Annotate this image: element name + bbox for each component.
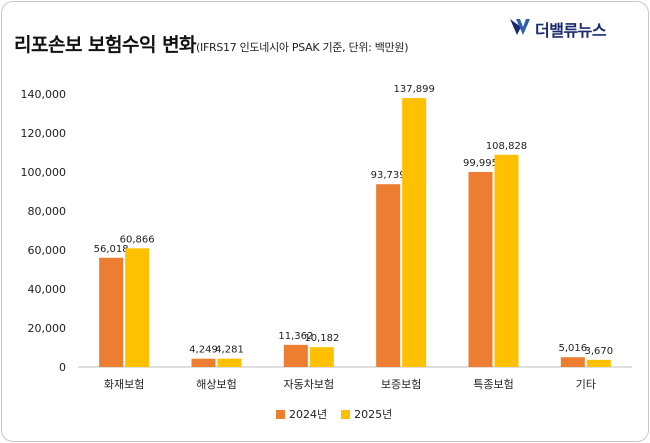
chart-title: 리포손보 보험수익 변화(IFRS17 인도네시아 PSAK 기준, 단위: 백… bbox=[14, 30, 409, 57]
y-tick-label: 20,000 bbox=[28, 322, 67, 335]
legend-label-2025: 2025년 bbox=[354, 408, 393, 421]
y-tick-label: 0 bbox=[59, 361, 66, 374]
data-label: 10,182 bbox=[304, 333, 339, 344]
legend-swatch-2024 bbox=[276, 409, 285, 419]
legend-label-2024: 2024년 bbox=[289, 408, 328, 421]
bar bbox=[309, 347, 334, 367]
data-label: 99,995 bbox=[463, 158, 498, 169]
x-tick-label: 해상보험 bbox=[196, 377, 236, 391]
y-tick-label: 140,000 bbox=[21, 88, 67, 101]
data-label: 4,249 bbox=[189, 345, 218, 356]
bar bbox=[125, 248, 150, 367]
legend-item-2025: 2025년 bbox=[341, 406, 392, 422]
data-label: 108,828 bbox=[486, 141, 527, 152]
bar bbox=[99, 257, 124, 367]
y-tick-label: 120,000 bbox=[21, 127, 67, 140]
bar bbox=[283, 344, 308, 367]
bar bbox=[494, 154, 519, 367]
data-label: 3,670 bbox=[585, 346, 614, 357]
data-label: 93,739 bbox=[371, 170, 406, 181]
y-tick-label: 100,000 bbox=[21, 166, 67, 179]
bar bbox=[560, 357, 585, 367]
bar bbox=[191, 358, 216, 367]
legend-swatch-2025 bbox=[341, 409, 351, 419]
bar bbox=[586, 359, 611, 367]
x-tick-label: 기타 bbox=[576, 378, 596, 391]
data-label: 5,016 bbox=[559, 343, 588, 354]
x-tick-label: 자동차보험 bbox=[284, 378, 335, 391]
data-label: 137,899 bbox=[393, 84, 434, 95]
y-tick-label: 80,000 bbox=[28, 205, 67, 218]
title-main: 리포손보 보험수익 변화 bbox=[14, 34, 197, 56]
title-subtitle: (IFRS17 인도네시아 PSAK 기준, 단위: 백만원) bbox=[196, 41, 409, 54]
x-tick-label: 화재보험 bbox=[104, 378, 144, 391]
legend: 2024년 2025년 bbox=[276, 406, 392, 422]
bar bbox=[376, 184, 401, 367]
bar bbox=[402, 98, 427, 367]
x-tick-label: 특종보험 bbox=[473, 378, 513, 391]
bar bbox=[217, 358, 242, 367]
brand-name: 더밸류뉴스 bbox=[535, 21, 607, 40]
tvn-logo-icon bbox=[508, 16, 532, 42]
legend-item-2024: 2024년 bbox=[276, 406, 327, 422]
bar bbox=[468, 172, 493, 367]
data-label: 11,362 bbox=[278, 331, 313, 342]
data-label: 60,866 bbox=[120, 234, 155, 245]
y-tick-label: 60,000 bbox=[28, 244, 67, 257]
data-label: 4,281 bbox=[215, 345, 244, 356]
y-tick-label: 40,000 bbox=[28, 283, 67, 296]
data-label: 56,018 bbox=[94, 244, 129, 255]
brand-logo: 더밸류뉴스 bbox=[508, 16, 607, 42]
x-tick-label: 보증보험 bbox=[381, 378, 421, 391]
